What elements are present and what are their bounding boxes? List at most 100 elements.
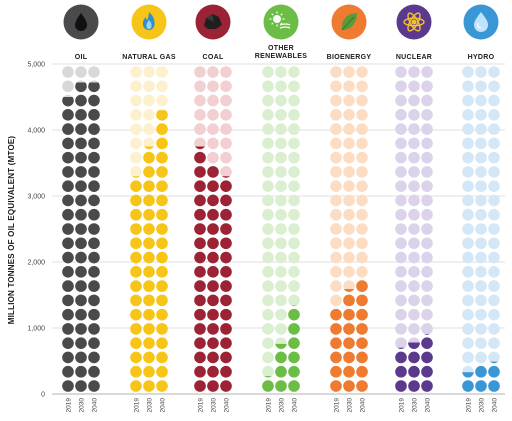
category-label: NUCLEAR — [396, 54, 432, 61]
dot-filled — [194, 194, 206, 207]
dot-background — [356, 123, 368, 135]
dot-filled — [156, 123, 168, 135]
dot-background — [356, 109, 368, 121]
bar-natural-gas-2040 — [156, 110, 168, 392]
dot-filled — [88, 308, 100, 321]
dot-filled — [194, 166, 206, 178]
dot-background — [220, 80, 232, 93]
dot-filled — [194, 337, 206, 349]
dot-filled — [143, 166, 155, 178]
dot-background — [475, 137, 487, 150]
bar-nuclear-2019 — [395, 347, 407, 392]
dot-filled — [343, 323, 355, 335]
dot-background — [475, 237, 487, 250]
dot-filled — [207, 251, 219, 264]
dot-background — [275, 94, 287, 107]
dot-filled — [75, 180, 87, 192]
dot-filled — [220, 323, 232, 335]
dot-background — [421, 123, 433, 135]
dot-background — [421, 323, 433, 335]
dot-filled — [88, 251, 100, 264]
dot-filled — [194, 180, 206, 192]
dot-background — [421, 308, 433, 321]
dot-background — [288, 237, 300, 250]
dot-background — [330, 180, 342, 192]
dot-filled — [424, 333, 430, 335]
dot-background — [330, 166, 342, 178]
dot-background — [262, 137, 274, 150]
dot-filled — [143, 280, 155, 292]
dot-filled — [130, 280, 142, 292]
dot-background — [462, 180, 474, 192]
dot-filled — [156, 208, 168, 221]
bar-bioenergy-2030 — [343, 289, 355, 392]
dot-filled — [88, 151, 100, 164]
dot-background — [288, 208, 300, 221]
dot-filled — [62, 137, 74, 150]
dot-filled — [88, 166, 100, 178]
dot-filled — [330, 351, 342, 364]
dot-background — [156, 66, 168, 78]
dot-background — [262, 151, 274, 164]
dot-background — [343, 80, 355, 93]
dot-background — [462, 294, 474, 307]
dot-filled — [207, 166, 219, 178]
dot-filled — [75, 137, 87, 150]
dot-background — [275, 251, 287, 264]
dot-background — [421, 94, 433, 107]
bar-nuclear-2040 — [421, 333, 433, 392]
bar-coal-2040 — [220, 176, 232, 392]
dot-background — [330, 266, 342, 278]
dot-background — [488, 208, 500, 221]
dot-filled — [220, 208, 232, 221]
dot-filled — [88, 123, 100, 135]
dot-filled — [488, 365, 500, 378]
dot-background — [462, 137, 474, 150]
category-label: RENEWABLES — [255, 53, 307, 60]
dot-background — [395, 337, 407, 349]
dot-background — [75, 66, 87, 78]
dot-background — [356, 137, 368, 150]
dot-background — [475, 351, 487, 364]
dot-background — [408, 237, 420, 250]
dot-background — [475, 323, 487, 335]
dot-filled — [62, 280, 74, 292]
dot-background — [395, 109, 407, 121]
dot-background — [356, 266, 368, 278]
dot-filled — [130, 194, 142, 207]
dot-background — [421, 251, 433, 264]
dot-filled — [88, 380, 100, 392]
dot-filled — [408, 342, 420, 349]
series-natural-gas — [130, 66, 168, 392]
dot-background — [408, 294, 420, 307]
dot-background — [462, 280, 474, 292]
dot-background — [475, 280, 487, 292]
dot-filled — [344, 289, 354, 292]
dot-filled — [130, 351, 142, 364]
dot-background — [330, 237, 342, 250]
dot-background — [462, 94, 474, 107]
dot-background — [275, 194, 287, 207]
dot-filled — [330, 323, 342, 335]
dot-filled — [62, 166, 74, 178]
dot-filled — [88, 137, 100, 150]
dot-filled — [220, 180, 232, 192]
dot-filled — [421, 351, 433, 364]
dot-filled — [194, 380, 206, 392]
dot-background — [421, 137, 433, 150]
dot-background — [143, 94, 155, 107]
dot-filled — [262, 380, 274, 392]
dot-filled — [88, 180, 100, 192]
dot-filled — [75, 208, 87, 221]
dot-filled — [288, 365, 300, 378]
dot-filled — [88, 194, 100, 207]
category-label: NATURAL GAS — [122, 54, 176, 61]
dot-filled — [156, 166, 168, 178]
dot-filled — [62, 365, 74, 378]
dot-filled — [62, 194, 74, 207]
dot-background — [343, 223, 355, 235]
dot-background — [220, 151, 232, 164]
dot-filled — [275, 351, 287, 364]
